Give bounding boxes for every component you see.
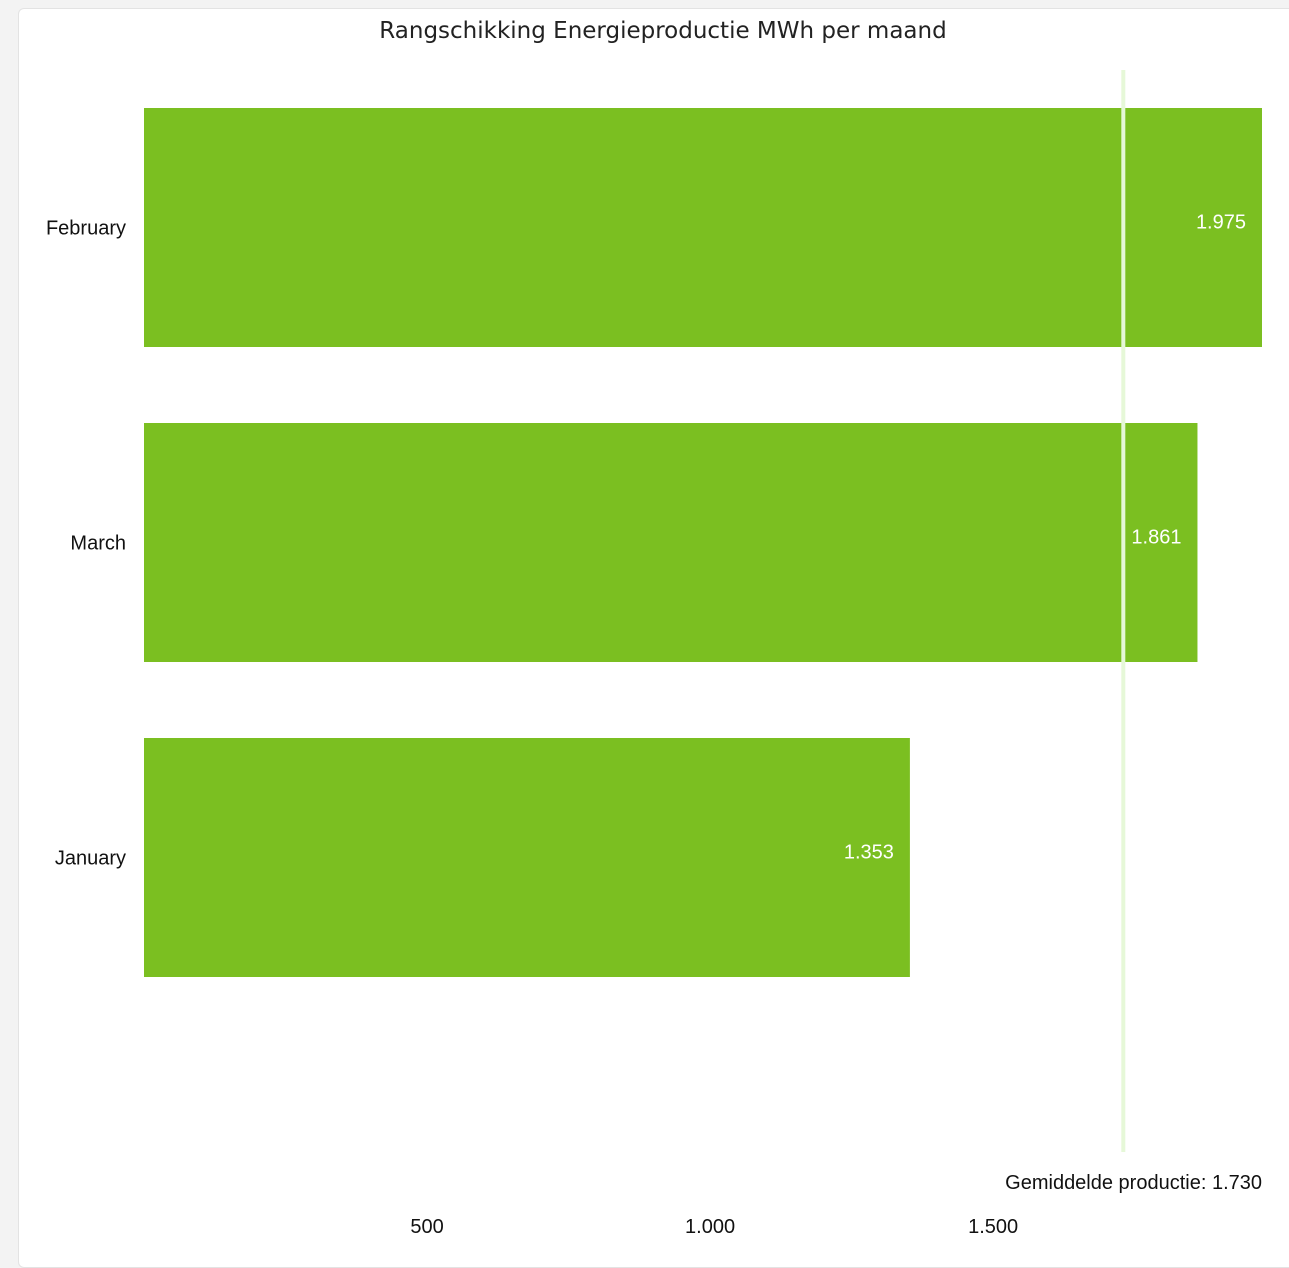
category-label-february: February [46, 218, 126, 240]
value-labels: 1.975 1.861 1.353 [844, 212, 1246, 864]
x-tick-label: 1.000 [685, 1216, 735, 1238]
value-label-march: 1.861 [1131, 527, 1181, 549]
value-label-january: 1.353 [844, 842, 894, 864]
bar-march[interactable] [144, 423, 1198, 662]
category-labels: February March January [46, 218, 126, 870]
chart-title: Rangschikking Energieproductie MWh per m… [379, 18, 946, 44]
category-label-march: March [70, 533, 126, 555]
category-label-january: January [55, 848, 126, 870]
value-label-february: 1.975 [1196, 212, 1246, 234]
bar-february[interactable] [144, 108, 1262, 347]
x-tick-label: 1.500 [968, 1216, 1018, 1238]
x-axis-ticks: 500 1.000 1.500 [410, 1216, 1018, 1238]
average-line-label: Gemiddelde productie: 1.730 [1005, 1172, 1262, 1194]
bars-group [144, 108, 1262, 977]
x-tick-label: 500 [410, 1216, 443, 1238]
bar-january[interactable] [144, 738, 910, 977]
average-line-group: Gemiddelde productie: 1.730 [1005, 70, 1262, 1194]
